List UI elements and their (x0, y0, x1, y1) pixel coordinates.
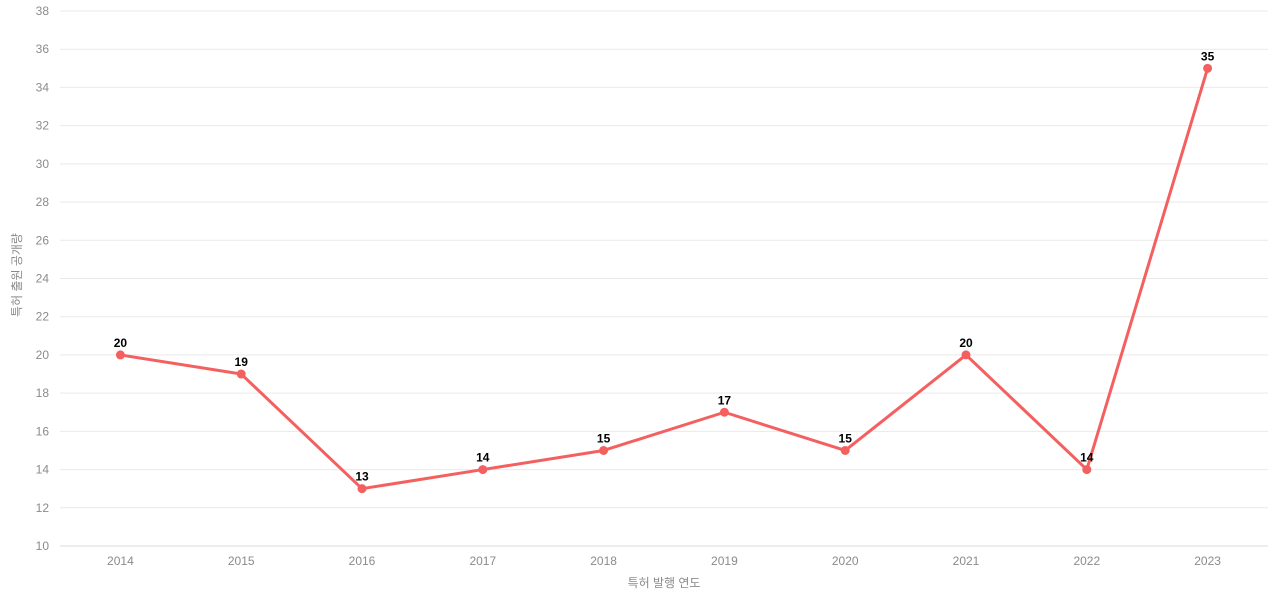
x-tick-label: 2017 (469, 554, 496, 568)
y-tick-label: 34 (36, 80, 50, 94)
y-tick-label: 24 (36, 272, 50, 286)
data-point (1203, 63, 1213, 73)
data-point (1082, 465, 1092, 475)
data-point (961, 350, 971, 360)
data-point (357, 484, 367, 494)
series-line (118, 66, 1210, 491)
data-point-label: 19 (235, 355, 249, 369)
y-tick-label: 28 (36, 195, 50, 209)
data-point-label: 14 (476, 451, 490, 465)
x-tick-label: 2016 (349, 554, 376, 568)
x-tick-label: 2014 (107, 554, 134, 568)
y-tick-label: 10 (36, 539, 50, 553)
y-tick-label: 20 (36, 348, 50, 362)
y-tick-label: 14 (36, 463, 50, 477)
x-tick-label: 2023 (1194, 554, 1221, 568)
y-tick-label: 38 (36, 4, 50, 18)
data-point-label: 15 (839, 431, 853, 445)
y-tick-label: 30 (36, 157, 50, 171)
y-axis-title: 특허 출원 공개량 (10, 233, 24, 317)
data-point-label: 13 (355, 470, 369, 484)
data-point-label: 14 (1080, 451, 1094, 465)
data-point (599, 445, 609, 455)
data-point-label: 15 (597, 431, 611, 445)
data-point-label: 20 (114, 336, 128, 350)
y-tick-label: 12 (36, 501, 50, 515)
data-point (478, 465, 488, 475)
data-point (719, 407, 729, 417)
x-tick-label: 2015 (228, 554, 255, 568)
data-point-label: 35 (1201, 49, 1215, 63)
x-tick-label: 2019 (711, 554, 738, 568)
x-tick-label: 2021 (953, 554, 980, 568)
x-tick-label: 2018 (590, 554, 617, 568)
y-tick-label: 32 (36, 119, 50, 133)
data-point-label: 17 (718, 393, 732, 407)
x-axis-title: 특허 발행 연도 (627, 576, 701, 590)
y-tick-label: 18 (36, 386, 50, 400)
y-tick-label: 22 (36, 310, 50, 324)
x-tick-label: 2022 (1073, 554, 1100, 568)
data-point-label: 20 (959, 336, 973, 350)
y-tick-label: 16 (36, 424, 50, 438)
data-point (115, 350, 125, 360)
x-tick-label: 2020 (832, 554, 859, 568)
data-point (840, 445, 850, 455)
y-tick-label: 36 (36, 42, 50, 56)
data-point (236, 369, 246, 379)
y-tick-label: 26 (36, 233, 50, 247)
